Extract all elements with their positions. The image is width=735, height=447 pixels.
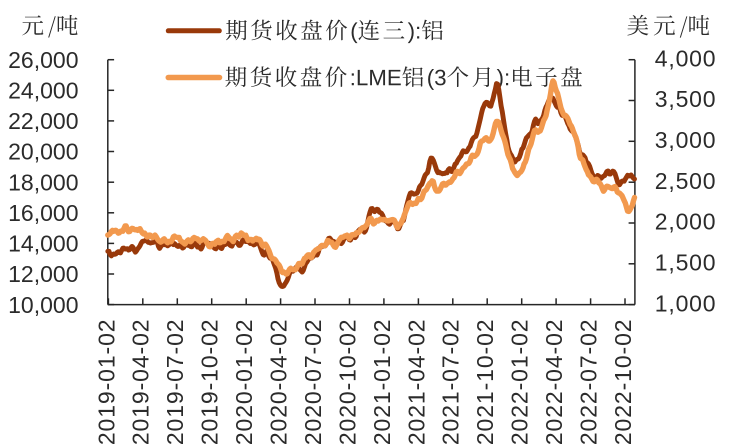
svg-text:2020-04-02: 2020-04-02 [266, 319, 292, 446]
svg-text:26,000: 26,000 [8, 47, 78, 73]
svg-text:2019-07-02: 2019-07-02 [162, 319, 188, 446]
svg-text:2019-04-02: 2019-04-02 [128, 319, 154, 446]
svg-text:3,500: 3,500 [655, 86, 717, 112]
svg-text:18,000: 18,000 [8, 169, 78, 195]
svg-text:2020-07-02: 2020-07-02 [300, 319, 326, 446]
svg-text:14,000: 14,000 [8, 231, 78, 257]
svg-text:10,000: 10,000 [8, 292, 78, 318]
svg-text:20,000: 20,000 [8, 139, 78, 165]
svg-text:2020-01-02: 2020-01-02 [231, 319, 257, 446]
svg-text:2019-01-02: 2019-01-02 [93, 319, 119, 446]
svg-text:4,000: 4,000 [655, 45, 717, 71]
svg-text:2,500: 2,500 [655, 168, 717, 194]
svg-text:16,000: 16,000 [8, 200, 78, 226]
svg-text:24,000: 24,000 [8, 78, 78, 104]
svg-text:2021-04-02: 2021-04-02 [403, 319, 429, 446]
svg-text:12,000: 12,000 [8, 261, 78, 287]
svg-text:2019-10-02: 2019-10-02 [197, 319, 223, 446]
svg-text:3,000: 3,000 [655, 127, 717, 153]
svg-text:2021-01-02: 2021-01-02 [369, 319, 395, 446]
svg-text:22,000: 22,000 [8, 108, 78, 134]
svg-text:1,000: 1,000 [655, 290, 717, 316]
svg-text:2022-10-02: 2022-10-02 [610, 319, 636, 446]
svg-text:2022-04-02: 2022-04-02 [541, 319, 567, 446]
svg-text:2,000: 2,000 [655, 209, 717, 235]
svg-text:2021-07-02: 2021-07-02 [438, 319, 464, 446]
svg-text:2021-10-02: 2021-10-02 [472, 319, 498, 446]
svg-text:1,500: 1,500 [655, 250, 717, 276]
svg-text:2020-10-02: 2020-10-02 [334, 319, 360, 446]
svg-text:2022-01-02: 2022-01-02 [507, 319, 533, 446]
svg-text:2022-07-02: 2022-07-02 [576, 319, 602, 446]
